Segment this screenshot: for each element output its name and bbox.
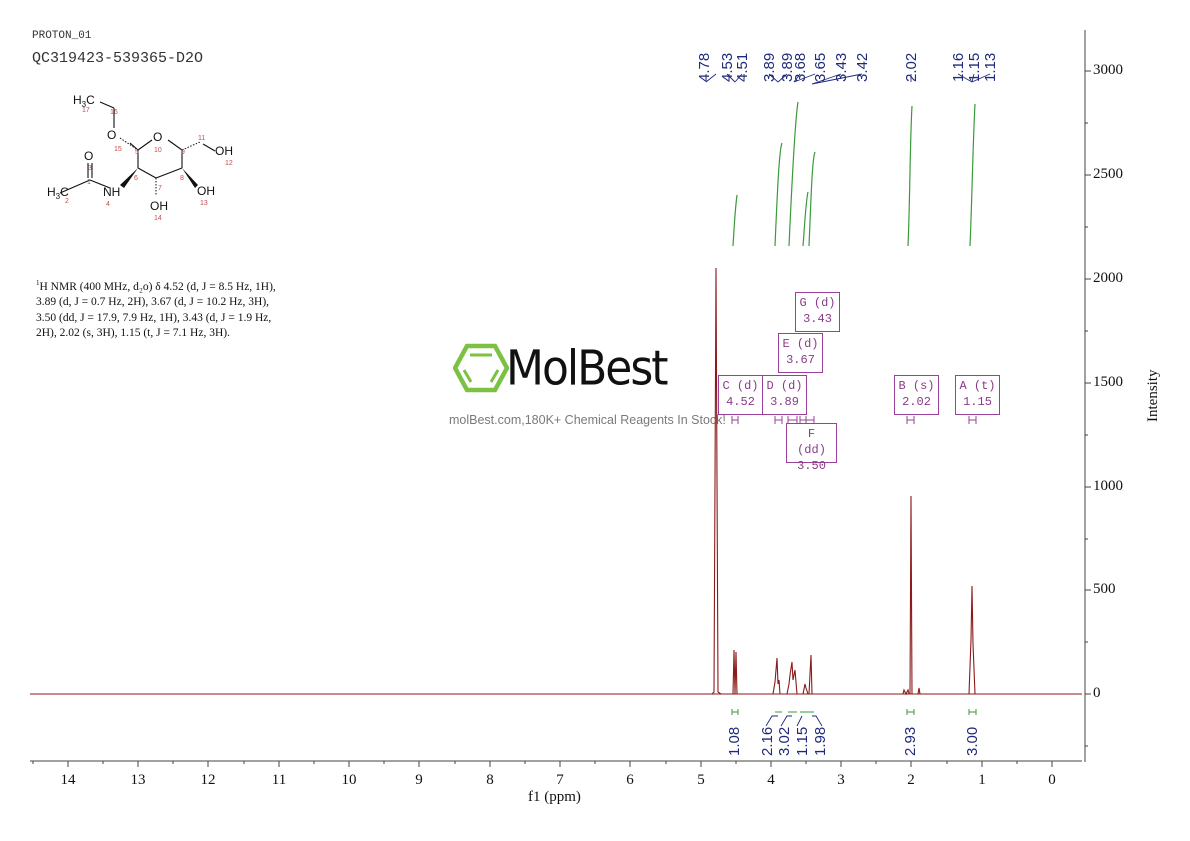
x-axis-label: f1 (ppm) [528, 789, 581, 805]
integral-value: 1.08 [726, 726, 743, 756]
desc-line-4: 2H), 2.02 (s, 3H), 1.15 (t, J = 7.1 Hz, … [36, 327, 230, 340]
peak-label: 4.51 [734, 52, 751, 82]
svg-text:12: 12 [225, 160, 233, 167]
svg-text:NH: NH [103, 185, 120, 199]
hexagon-logo-icon [453, 343, 509, 393]
svg-text:H3C: H3C [47, 185, 69, 201]
integral-curves [732, 101, 976, 247]
multiplet-box-d: D (d) 3.89 [762, 375, 807, 415]
svg-text:OH: OH [150, 199, 168, 213]
x-tick-label: 4 [767, 772, 775, 788]
sample-id: QC319423-539365-D2O [32, 50, 204, 67]
x-tick-label: 0 [1048, 772, 1056, 788]
svg-text:9: 9 [181, 149, 185, 156]
peak-label: 4.78 [696, 52, 713, 82]
x-tick-label: 6 [626, 772, 634, 788]
svg-text:11: 11 [198, 135, 205, 142]
svg-text:O: O [153, 130, 162, 144]
x-tick-label: 13 [130, 772, 146, 788]
experiment-name: PROTON_01 [32, 30, 92, 42]
multiplet-box-c: C (d) 4.52 [718, 375, 763, 415]
x-tick-label: 1 [978, 772, 986, 788]
svg-text:O: O [84, 149, 93, 163]
svg-text:H3C: H3C [73, 93, 95, 109]
integral-value: 1.15 [794, 726, 811, 756]
x-tick-label: 12 [200, 772, 216, 788]
svg-text:3: 3 [88, 165, 92, 172]
multiplet-box-e: E (d) 3.67 [778, 333, 823, 373]
multiplet-box-b: B (s) 2.02 [894, 375, 939, 415]
x-tick-label: 7 [556, 772, 564, 788]
multiplet-box-f: F (dd) 3.50 [786, 423, 837, 473]
peak-label: 3.68 [792, 52, 809, 82]
svg-text:O: O [107, 128, 116, 142]
peak-label: 3.89 [761, 52, 778, 82]
svg-text:14: 14 [154, 215, 162, 222]
desc-line-2: 3.89 (d, J = 0.7 Hz, 2H), 3.67 (d, J = 1… [36, 296, 270, 309]
svg-text:7: 7 [158, 185, 162, 192]
peak-label: 3.65 [812, 52, 829, 82]
svg-text:2: 2 [65, 198, 69, 205]
x-tick-label: 10 [341, 772, 357, 788]
integral-value: 2.16 [759, 726, 776, 756]
svg-text:17: 17 [82, 107, 90, 114]
integral-value: 1.98 [812, 726, 829, 756]
peak-label: 3.42 [854, 52, 871, 82]
y-tick-label: 2000 [1093, 270, 1123, 286]
x-tick-label: 3 [837, 772, 845, 788]
integral-value: 3.02 [776, 726, 793, 756]
y-tick-label: 1000 [1093, 478, 1123, 494]
peak-label: 3.43 [833, 52, 850, 82]
desc-line-1: 1H NMR (400 MHz, d₂o) δ 4.52 (d, J = 8.5… [36, 279, 276, 293]
brand-logo-text: MolBest [506, 340, 669, 397]
peak-label: 2.02 [903, 52, 920, 82]
svg-text:6: 6 [134, 175, 138, 182]
x-tick-label: 14 [60, 772, 76, 788]
svg-text:OH: OH [197, 184, 215, 198]
svg-text:10: 10 [154, 147, 162, 154]
multiplet-box-a: A (t) 1.15 [955, 375, 1000, 415]
svg-text:1: 1 [87, 179, 91, 186]
x-tick-label: 8 [486, 772, 494, 788]
peak-label: 1.13 [982, 52, 999, 82]
peak-label: 1.16 [950, 52, 967, 82]
brand-tagline: molBest.com,180K+ Chemical Reagents In S… [449, 413, 726, 427]
integral-value: 3.00 [964, 726, 981, 756]
y-axis-label: Intensity [1145, 369, 1161, 423]
svg-text:OH: OH [215, 144, 233, 158]
multiplet-box-g: G (d) 3.43 [795, 292, 840, 332]
svg-text:5: 5 [135, 149, 139, 156]
y-tick-label: 0 [1093, 685, 1101, 701]
y-tick-label: 2500 [1093, 166, 1123, 182]
peak-label: 1.15 [966, 52, 983, 82]
desc-line-3: 3.50 (dd, J = 17.9, 7.9 Hz, 1H), 3.43 (d… [36, 311, 272, 324]
nmr-description: 1H NMR (400 MHz, d₂o) δ 4.52 (d, J = 8.5… [36, 276, 336, 342]
integral-value: 2.93 [902, 726, 919, 756]
y-tick-label: 1500 [1093, 374, 1123, 390]
y-tick-label: 500 [1093, 581, 1116, 597]
x-tick-label: 11 [271, 772, 287, 788]
svg-text:4: 4 [106, 201, 110, 208]
x-tick-label: 2 [907, 772, 915, 788]
svg-text:13: 13 [200, 200, 208, 207]
x-tick-label: 9 [415, 772, 423, 788]
spectrum-trace [30, 267, 1082, 696]
x-tick-label: 5 [697, 772, 705, 788]
svg-text:16: 16 [110, 109, 118, 116]
svg-text:15: 15 [114, 146, 122, 153]
y-tick-label: 3000 [1093, 62, 1123, 78]
svg-text:8: 8 [180, 175, 184, 182]
